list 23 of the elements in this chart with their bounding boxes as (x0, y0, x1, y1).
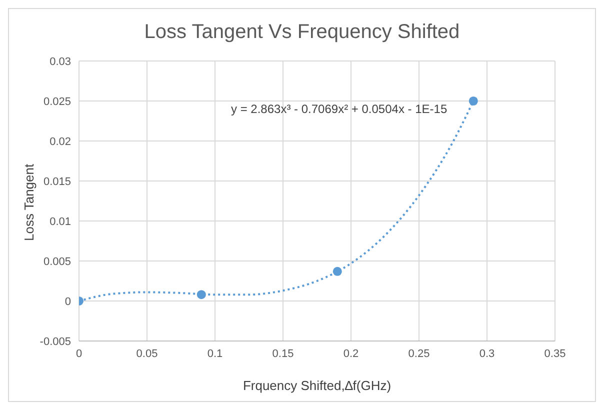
y-tick-label: 0 (64, 296, 71, 308)
x-tick-label: 0.25 (408, 348, 430, 360)
x-tick-label: 0.35 (544, 348, 566, 360)
x-tick-label: 0 (76, 348, 82, 360)
x-tick-label: 0.05 (136, 348, 158, 360)
x-tick-label: 0.3 (479, 348, 495, 360)
x-tick-label: 0.1 (207, 348, 223, 360)
point (196, 290, 206, 300)
y-tick-label: 0.01 (50, 216, 71, 228)
y-tick-label: 0.025 (43, 96, 71, 108)
point (468, 96, 478, 106)
y-tick-label: 0.03 (50, 56, 71, 68)
point (332, 266, 342, 276)
y-tick-label: 0.02 (50, 136, 71, 148)
x-axis-title: Frquency Shifted,∆f(GHz) (242, 378, 392, 394)
y-tick-label: -0.005 (40, 336, 71, 348)
chart-title: Loss Tangent Vs Frequency Shifted (143, 20, 461, 45)
y-axis-title: Loss Tangent (22, 164, 37, 241)
y-tick-label: 0.015 (43, 176, 71, 188)
annotation: y = 2.863x³ - 0.7069x² + 0.0504x - 1E-15 (231, 102, 448, 116)
y-tick-label: 0.005 (43, 256, 71, 268)
x-tick-label: 0.2 (343, 348, 359, 360)
x-tick-label: 0.15 (272, 348, 294, 360)
